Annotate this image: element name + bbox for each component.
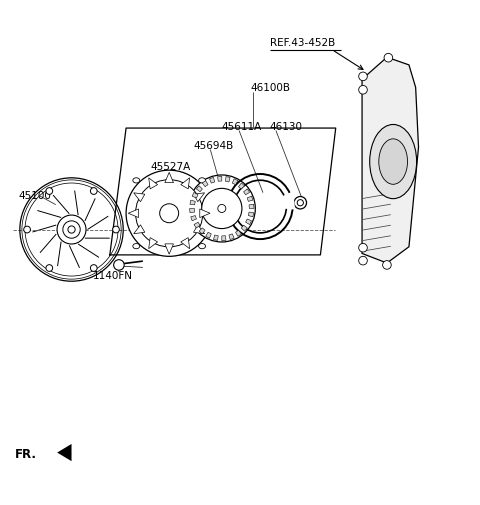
- Polygon shape: [236, 230, 241, 236]
- Ellipse shape: [126, 170, 212, 257]
- Ellipse shape: [199, 243, 205, 249]
- Circle shape: [114, 260, 124, 270]
- Polygon shape: [181, 178, 190, 189]
- Polygon shape: [200, 209, 210, 218]
- Polygon shape: [214, 235, 218, 240]
- Polygon shape: [229, 234, 234, 239]
- Polygon shape: [241, 225, 247, 231]
- Text: 45611A: 45611A: [222, 122, 262, 132]
- Circle shape: [90, 188, 97, 194]
- Circle shape: [359, 257, 367, 265]
- Circle shape: [46, 265, 53, 271]
- Polygon shape: [190, 209, 194, 213]
- Text: 45100: 45100: [19, 191, 52, 201]
- Ellipse shape: [63, 221, 80, 238]
- Text: FR.: FR.: [15, 448, 37, 461]
- Text: 46130: 46130: [270, 122, 303, 132]
- Polygon shape: [193, 193, 204, 201]
- Polygon shape: [134, 193, 145, 201]
- Polygon shape: [246, 219, 252, 225]
- Ellipse shape: [68, 226, 75, 233]
- Polygon shape: [165, 244, 173, 254]
- Polygon shape: [149, 178, 157, 189]
- Circle shape: [359, 243, 367, 252]
- Circle shape: [90, 265, 97, 271]
- Polygon shape: [199, 228, 205, 234]
- Polygon shape: [192, 192, 198, 198]
- Circle shape: [24, 226, 30, 233]
- Ellipse shape: [370, 124, 417, 198]
- Polygon shape: [202, 181, 208, 187]
- Text: 1140FN: 1140FN: [93, 271, 132, 281]
- Polygon shape: [181, 238, 190, 248]
- Polygon shape: [193, 225, 204, 234]
- Ellipse shape: [297, 199, 303, 206]
- Ellipse shape: [199, 178, 205, 183]
- Polygon shape: [244, 189, 250, 195]
- Polygon shape: [190, 200, 195, 205]
- Polygon shape: [134, 225, 145, 234]
- Polygon shape: [362, 57, 419, 263]
- Ellipse shape: [218, 205, 226, 213]
- Ellipse shape: [379, 139, 408, 184]
- Polygon shape: [194, 222, 200, 228]
- Text: 45527A: 45527A: [150, 162, 190, 172]
- Circle shape: [113, 226, 120, 233]
- Ellipse shape: [202, 188, 242, 229]
- Polygon shape: [232, 179, 238, 185]
- Polygon shape: [217, 176, 222, 181]
- Circle shape: [384, 54, 393, 62]
- Polygon shape: [191, 216, 196, 221]
- Ellipse shape: [160, 204, 179, 223]
- Circle shape: [46, 188, 53, 194]
- Ellipse shape: [57, 215, 86, 244]
- Text: 45694B: 45694B: [193, 141, 233, 152]
- Polygon shape: [249, 204, 254, 209]
- Polygon shape: [128, 209, 139, 218]
- Circle shape: [359, 85, 367, 94]
- Circle shape: [383, 261, 391, 269]
- Ellipse shape: [188, 175, 255, 242]
- Polygon shape: [247, 196, 253, 201]
- Ellipse shape: [135, 180, 203, 247]
- Polygon shape: [57, 444, 72, 461]
- Polygon shape: [248, 212, 254, 217]
- Ellipse shape: [133, 178, 140, 183]
- Text: 46100B: 46100B: [251, 83, 290, 93]
- Polygon shape: [165, 172, 173, 183]
- Polygon shape: [206, 232, 211, 238]
- Circle shape: [359, 72, 367, 81]
- Polygon shape: [149, 238, 157, 248]
- Text: REF.43-452B: REF.43-452B: [270, 38, 335, 48]
- Polygon shape: [226, 177, 230, 182]
- Polygon shape: [209, 177, 215, 183]
- Polygon shape: [222, 236, 226, 240]
- Ellipse shape: [294, 196, 307, 209]
- Polygon shape: [196, 186, 203, 192]
- Polygon shape: [239, 183, 244, 189]
- Ellipse shape: [133, 243, 140, 249]
